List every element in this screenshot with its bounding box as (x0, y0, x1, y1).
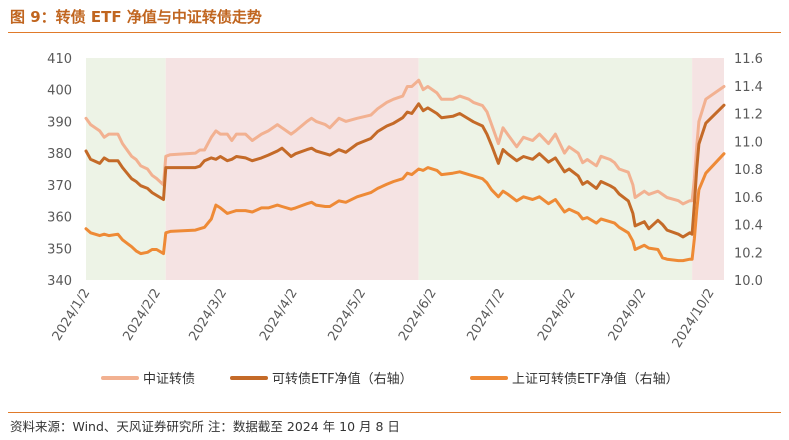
right-tick-label: 10.8 (734, 163, 763, 178)
legend-label-3: 上证可转债ETF净值（右轴） (512, 371, 679, 387)
right-tick-label: 11.4 (734, 80, 763, 95)
left-tick-label: 380 (47, 147, 72, 162)
left-tick-label: 400 (47, 84, 72, 99)
legend-label-1: 中证转债 (143, 372, 195, 387)
source-note: 资料来源：Wind、天风证券研究所 注：数据截至 2024 年 10 月 8 日 (10, 419, 400, 434)
left-tick-label: 360 (47, 211, 72, 226)
right-tick-label: 10.6 (734, 191, 763, 206)
left-axis-ticks: 340 350 360 370 380 390 400 410 (47, 52, 72, 289)
figure-title: 图 9：转债 ETF 净值与中证转债走势 (10, 8, 262, 26)
x-tick-label: 2024/7/2 (464, 286, 508, 343)
shaded-periods (86, 58, 724, 280)
footer-rule (8, 412, 781, 413)
band-red-2 (165, 58, 419, 280)
right-axis-ticks: 10.0 10.2 10.4 10.6 10.8 11.0 11.2 11.4 11.6 (734, 52, 763, 289)
x-tick-label: 2024/10/2 (670, 286, 718, 350)
right-tick-label: 10.4 (734, 219, 763, 234)
series-line-2 (84, 102, 726, 239)
series-line-1 (84, 78, 726, 206)
series-line-3 (84, 152, 726, 263)
x-tick-label: 2024/8/2 (535, 286, 579, 343)
left-tick-label: 370 (47, 179, 72, 194)
band-green-1 (86, 58, 166, 280)
left-tick-label: 410 (47, 52, 72, 67)
right-tick-label: 11.2 (734, 108, 763, 123)
x-tick-label: 2024/4/2 (257, 286, 301, 343)
legend-label-2: 可转债ETF净值（右轴） (272, 371, 413, 387)
series-lines (84, 78, 726, 263)
left-tick-label: 350 (47, 242, 72, 257)
x-tick-label: 2024/3/2 (186, 286, 230, 343)
x-tick-label: 2024/2/2 (120, 286, 164, 343)
left-tick-label: 390 (47, 115, 72, 130)
band-green-3 (418, 58, 693, 280)
title-rule (8, 32, 781, 33)
x-tick-label: 2024/1/2 (50, 286, 94, 343)
x-tick-label: 2024/9/2 (606, 286, 650, 343)
x-tick-label: 2024/6/2 (396, 286, 440, 343)
right-tick-label: 10.0 (734, 274, 763, 289)
legend: 中证转债 可转债ETF净值（右轴） 上证可转债ETF净值（右轴） (101, 371, 679, 387)
x-axis-ticks: 2024/1/2 2024/2/2 2024/3/2 2024/4/2 2024/5/2… (50, 286, 718, 350)
right-tick-label: 11.6 (734, 52, 763, 67)
left-tick-label: 340 (47, 274, 72, 289)
right-tick-label: 11.0 (734, 135, 763, 150)
right-tick-label: 10.2 (734, 246, 763, 261)
x-tick-label: 2024/5/2 (325, 286, 369, 343)
